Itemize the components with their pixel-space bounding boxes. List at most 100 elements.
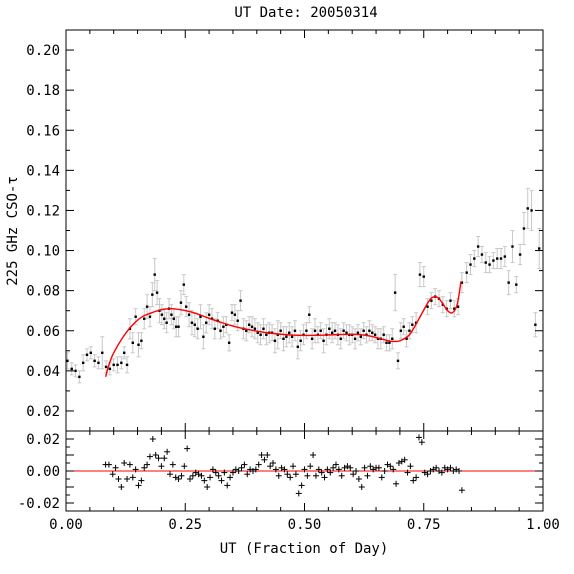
data-point: [522, 227, 526, 230]
residual-point: [187, 476, 194, 482]
data-point: [293, 329, 297, 332]
residual-point: [166, 471, 173, 478]
x-tick-label: 0.25: [168, 517, 202, 533]
data-point: [492, 259, 495, 262]
data-point: [101, 351, 104, 355]
data-point: [236, 319, 239, 322]
residual-point: [281, 466, 288, 473]
chart-title: UT Date: 20050314: [234, 5, 377, 21]
data-point: [322, 339, 325, 342]
data-point: [488, 263, 491, 266]
data-point: [285, 335, 288, 338]
data-point: [313, 329, 317, 332]
data-point: [373, 333, 377, 336]
residual-point: [318, 469, 325, 476]
top-panel: 0.02 0.04 0.06 0.08 0.10 0.12 0.14 0.16 0.18 0.20: [26, 29, 544, 432]
data-point: [104, 365, 108, 369]
data-point: [480, 253, 484, 256]
data-point: [530, 209, 533, 212]
top-ticks: 0.02 0.04 0.06 0.08 0.10 0.12 0.14 0.16 0.18 0.20: [26, 29, 544, 432]
residual-point: [184, 445, 191, 452]
y-tick-label: 0.10: [26, 244, 60, 260]
data-point: [219, 329, 222, 332]
residual-point: [341, 464, 348, 471]
residual-point: [361, 464, 368, 471]
data-point: [253, 327, 257, 330]
data-point: [342, 329, 345, 332]
data-point: [353, 337, 357, 340]
residual-point: [244, 471, 251, 478]
residual-point: [284, 471, 291, 478]
residual-point: [355, 476, 362, 482]
residual-point: [307, 463, 314, 470]
residual-point: [218, 477, 225, 484]
residual-point: [112, 464, 119, 471]
data-point: [288, 331, 291, 334]
data-point: [122, 351, 126, 355]
residual-point: [364, 472, 371, 479]
residual-point: [295, 490, 302, 497]
residual-point: [301, 466, 308, 473]
data-point: [515, 283, 518, 286]
data-point: [112, 363, 115, 367]
data-point: [308, 313, 311, 316]
data-point: [196, 327, 199, 330]
data-point: [473, 257, 476, 260]
data-point: [78, 375, 81, 379]
residual-point: [255, 461, 262, 468]
data-point: [453, 307, 456, 310]
y-tick-label: 0.02: [26, 404, 60, 420]
data-point: [74, 369, 77, 373]
data-point: [207, 313, 211, 316]
data-point: [230, 311, 234, 314]
data-point: [199, 315, 202, 318]
residual-point: [335, 466, 342, 473]
residual-point: [215, 472, 222, 479]
residual-point: [378, 474, 385, 481]
residual-point: [169, 461, 176, 468]
data-point: [391, 337, 394, 340]
residual-point: [252, 466, 259, 473]
data-point: [227, 341, 231, 344]
x-tick-label: 0.50: [288, 517, 322, 533]
residual-point: [261, 456, 268, 463]
residual-point: [350, 471, 357, 478]
data-point: [388, 341, 391, 344]
residual-point: [229, 469, 236, 476]
data-point: [476, 245, 480, 248]
residual-point: [344, 463, 351, 470]
residual-point: [212, 469, 219, 476]
residual-point: [235, 468, 242, 474]
data-point: [160, 313, 164, 316]
data-point: [174, 325, 178, 328]
data-point: [170, 313, 173, 316]
residual-point: [353, 468, 360, 474]
residual-point: [121, 460, 128, 466]
residual-point: [118, 484, 125, 490]
data-point: [368, 329, 371, 332]
residual-point: [227, 474, 234, 481]
data-point: [66, 359, 69, 363]
data-point: [259, 333, 262, 336]
y-tick-label: 0.20: [26, 43, 60, 59]
y-tick-label: 0.14: [26, 163, 60, 179]
residual-point: [270, 460, 277, 466]
y-tick-label: 0.04: [26, 364, 60, 380]
residual-point: [304, 472, 311, 479]
residual-point: [204, 484, 211, 490]
x-tick-label: 0.00: [49, 517, 83, 533]
residual-point: [241, 461, 248, 468]
residual-point: [221, 469, 228, 476]
y-tick-label: 0.16: [26, 123, 60, 139]
data-point: [193, 323, 196, 326]
residual-point: [126, 461, 133, 468]
data-point: [153, 273, 156, 276]
data-point: [534, 323, 537, 326]
data-point: [422, 275, 425, 278]
residual-point: [158, 463, 165, 470]
residual-point: [424, 471, 431, 478]
residual-point: [152, 452, 159, 458]
x-axis-label: UT (Fraction of Day): [220, 541, 389, 557]
residual-point: [338, 472, 345, 479]
